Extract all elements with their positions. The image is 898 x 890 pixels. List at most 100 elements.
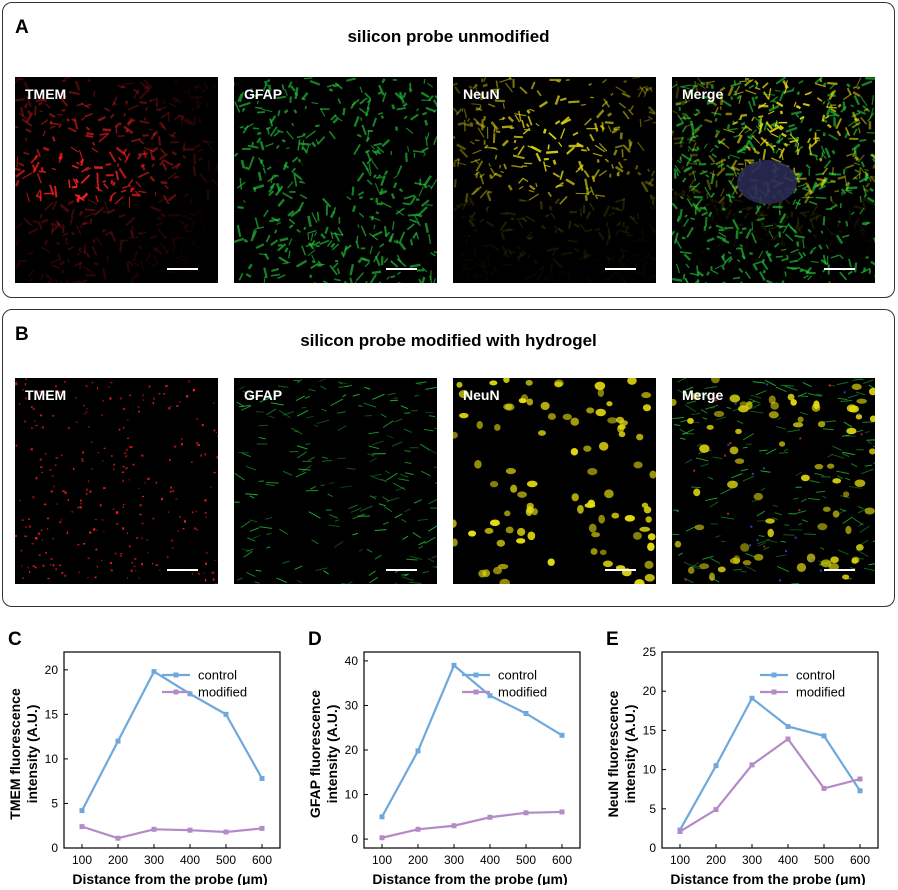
texture-stroke [780, 384, 795, 387]
texture-stroke [181, 115, 184, 125]
data-point-modified [821, 785, 827, 791]
texture-stroke [78, 279, 89, 283]
texture-stroke [766, 127, 772, 134]
y-axis-label-line1: GFAP fluorescence [307, 690, 323, 818]
texture-cell [525, 508, 533, 516]
texture-stroke [749, 79, 754, 83]
texture-stroke [815, 82, 827, 88]
texture-stroke [110, 231, 117, 243]
texture-stroke [712, 203, 719, 212]
texture-stroke [712, 456, 723, 460]
texture-cell [842, 491, 850, 498]
texture-stroke [782, 242, 786, 247]
micrograph-b-neun: NeuN [453, 378, 656, 584]
texture-dot [205, 515, 207, 519]
texture-stroke [182, 142, 186, 152]
texture-stroke [606, 257, 614, 261]
texture-cell [531, 508, 538, 516]
texture-stroke [256, 131, 262, 136]
texture-stroke [685, 526, 697, 532]
texture-stroke [864, 221, 871, 226]
texture-stroke [691, 190, 696, 195]
texture-stroke [399, 473, 409, 478]
texture-stroke [821, 152, 827, 160]
texture-stroke [247, 263, 253, 270]
texture-stroke [145, 252, 152, 263]
texture-stroke [759, 117, 762, 130]
texture-stroke [35, 98, 45, 103]
texture-stroke [148, 98, 153, 103]
texture-dot [122, 465, 125, 468]
texture-stroke [23, 80, 31, 92]
texture-stroke [730, 96, 734, 101]
texture-stroke [277, 274, 286, 280]
texture-stroke [518, 185, 524, 190]
texture-stroke [333, 540, 344, 548]
data-point-modified [151, 826, 157, 832]
y-tick-label: 20 [345, 743, 359, 757]
texture-stroke [650, 170, 656, 177]
texture-stroke [768, 230, 774, 239]
texture-stroke [352, 393, 360, 397]
texture-stroke [371, 149, 378, 156]
texture-dot [139, 504, 142, 507]
texture-dot [214, 559, 217, 561]
texture-stroke [479, 173, 485, 185]
texture-stroke [718, 137, 726, 145]
texture-stroke [192, 116, 197, 126]
texture-stroke [746, 207, 753, 210]
texture-stroke [715, 221, 718, 228]
texture-dot [88, 531, 92, 534]
texture-stroke [402, 92, 407, 99]
texture-stroke [59, 203, 70, 213]
texture-stroke [686, 400, 697, 405]
texture-stroke [555, 181, 564, 189]
texture-stroke [823, 159, 832, 169]
texture-stroke [604, 121, 614, 125]
texture-stroke [372, 495, 377, 498]
panel-a-title: silicon probe unmodified [347, 27, 550, 46]
texture-stroke [853, 176, 858, 180]
texture-stroke [594, 195, 599, 200]
texture-stroke [514, 114, 521, 123]
texture-stroke [369, 576, 378, 584]
texture-dot [181, 437, 183, 440]
texture-stroke [180, 250, 183, 256]
texture-stroke [429, 415, 436, 418]
texture-stroke [744, 79, 752, 87]
texture-stroke [865, 182, 870, 188]
texture-stroke [305, 442, 311, 446]
texture-stroke [195, 96, 201, 108]
texture-stroke [572, 278, 576, 283]
texture-stroke [30, 154, 39, 164]
texture-stroke [864, 464, 873, 467]
texture-stroke [88, 199, 98, 205]
texture-stroke [521, 216, 528, 223]
texture-stroke [795, 113, 800, 118]
texture-cell [504, 403, 515, 411]
texture-dot [95, 548, 98, 551]
texture-stroke [689, 197, 699, 209]
chart-e: E 0 5 10 15 20 25 100 200 300 400 500 600 control modi… [598, 625, 898, 887]
texture-stroke [155, 221, 164, 227]
texture-stroke [41, 246, 51, 253]
texture-dot [71, 511, 74, 513]
texture-stroke [111, 96, 118, 107]
texture-stroke [864, 277, 869, 280]
texture-stroke [858, 522, 864, 527]
texture-dot [31, 542, 34, 545]
texture-dot [61, 572, 64, 574]
texture-stroke [284, 247, 289, 253]
texture-stroke [530, 145, 542, 153]
texture-cell [476, 420, 483, 429]
texture-stroke [33, 106, 37, 116]
texture-stroke [282, 411, 295, 416]
texture-stroke [605, 221, 609, 227]
texture-stroke [321, 408, 327, 412]
texture-stroke [393, 182, 398, 189]
texture-stroke [710, 523, 719, 525]
texture-stroke [71, 164, 79, 169]
texture-stroke [714, 117, 718, 122]
texture-stroke [384, 506, 393, 513]
texture-stroke [770, 133, 779, 138]
